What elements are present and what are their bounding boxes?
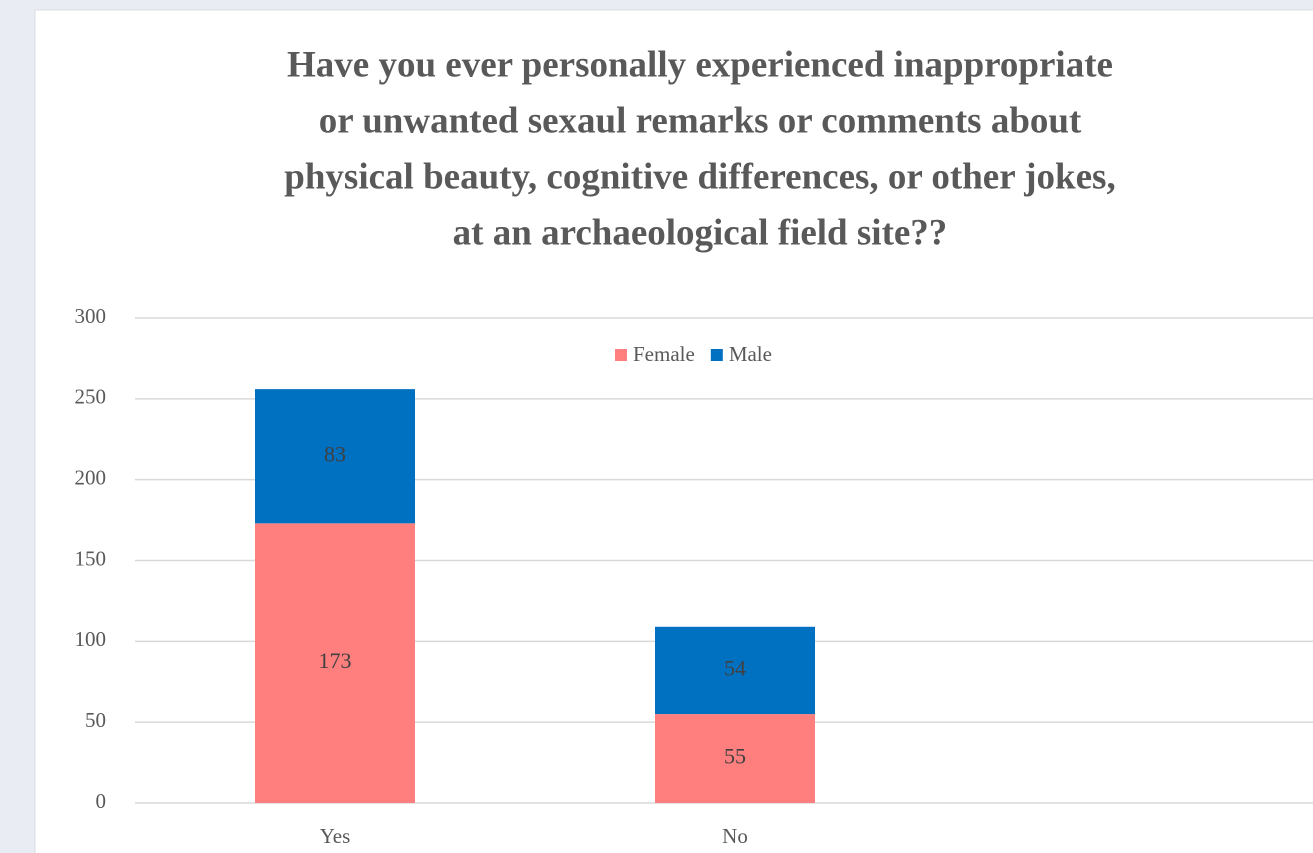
y-tick-label: 100	[75, 627, 107, 651]
legend-label: Male	[729, 342, 772, 366]
legend-label: Female	[633, 342, 695, 366]
x-tick-label: No	[722, 824, 748, 848]
y-tick-label: 50	[85, 708, 106, 732]
data-label: 173	[319, 648, 352, 673]
data-label: 55	[724, 744, 746, 769]
chart-title: at an archaeological field site??	[453, 212, 948, 253]
bar-segment	[655, 714, 815, 803]
x-tick-label: Yes	[320, 824, 351, 848]
y-tick-label: 250	[75, 385, 107, 409]
legend-swatch	[710, 349, 723, 361]
bar-segment	[255, 523, 415, 803]
bar-segment	[255, 389, 415, 524]
data-label: 83	[324, 441, 346, 466]
bar-segment	[655, 626, 815, 715]
y-tick-label: 200	[75, 465, 107, 489]
chart-title: physical beauty, cognitive differences, …	[284, 156, 1115, 197]
chart-title: or unwanted sexaul remarks or comments a…	[319, 100, 1082, 141]
y-tick-label: 150	[75, 546, 107, 570]
y-tick-label: 0	[96, 789, 107, 813]
y-tick-label: 300	[75, 304, 107, 328]
legend-swatch	[615, 349, 627, 361]
chart-title: Have you ever personally experienced ina…	[287, 44, 1113, 85]
data-label: 54	[724, 655, 746, 680]
